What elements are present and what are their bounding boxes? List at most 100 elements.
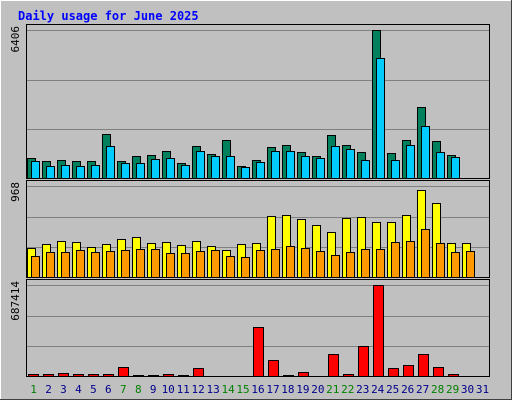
x-tick-label: 7 [120,383,127,396]
bar-day-16 [256,162,265,179]
x-tick-label: 17 [266,383,279,396]
bar-day-14 [226,156,235,179]
bar-day-28 [433,367,444,377]
bar-day-8 [136,163,145,179]
bar-day-5 [91,165,100,179]
bar-day-6 [106,146,115,179]
x-tick-label: 14 [221,383,235,396]
bar-day-16 [256,250,265,278]
bar-day-1 [31,256,40,278]
bar-day-15 [241,257,250,278]
bar-day-14 [226,256,235,278]
bar-day-7 [121,163,130,179]
panel-3: 687414 [9,279,490,377]
bar-day-10 [166,158,175,179]
x-tick-label: 28 [431,383,444,396]
bar-day-27 [418,354,429,377]
bar-day-18 [286,246,295,278]
x-tick-label: 4 [75,383,82,396]
x-tick-label: 21 [326,383,339,396]
x-tick-label: 24 [371,383,385,396]
bar-day-27 [421,229,430,278]
bar-day-10 [166,253,175,278]
x-tick-label: 26 [401,383,414,396]
bar-day-8 [136,249,145,278]
bar-day-5 [88,374,99,377]
x-tick-label: 11 [177,383,190,396]
x-tick-label: 8 [135,383,142,396]
chart-panels: 6406 968 687414 [9,24,490,377]
bar-day-19 [301,156,310,179]
bar-day-10 [163,374,174,377]
bar-day-9 [151,159,160,179]
bar-day-23 [361,160,370,179]
bar-day-6 [103,374,114,377]
bar-day-20 [316,158,325,179]
panel-1: 6406 [9,24,490,179]
x-tick-label: 16 [251,383,264,396]
x-tick-label: 29 [446,383,459,396]
bar-day-3 [58,373,69,377]
bar-day-1 [28,374,39,377]
x-tick-label: 22 [341,383,354,396]
y-max-label: 687414 [9,281,22,321]
x-tick-label: 10 [162,383,175,396]
x-tick-label: 30 [461,383,474,396]
x-tick-label: 19 [296,383,309,396]
bar-day-21 [328,354,339,377]
bar-day-18 [283,375,294,377]
bar-day-22 [343,374,354,377]
x-tick-label: 3 [60,383,67,396]
bar-day-15 [241,167,250,179]
bar-day-9 [148,375,159,377]
bar-day-18 [286,151,295,179]
x-tick-label: 5 [90,383,97,396]
bar-day-4 [73,374,84,377]
bar-day-13 [211,250,220,278]
x-tick-label: 6 [105,383,112,396]
series-1-2 [31,58,460,179]
bar-day-4 [76,166,85,179]
x-tick-label: 23 [356,383,369,396]
series-2-2 [31,229,475,278]
chart-title: Daily usage for June 2025 [18,9,199,23]
bar-day-2 [46,252,55,278]
bar-day-21 [331,255,340,278]
bar-day-17 [271,151,280,179]
y-max-label: 968 [9,182,22,202]
y-max-label: 6406 [9,26,22,53]
bar-day-24 [376,249,385,278]
bar-day-29 [448,374,459,377]
bar-day-12 [196,151,205,179]
x-tick-label: 25 [386,383,399,396]
bar-day-5 [91,252,100,278]
x-tick-label: 31 [476,383,489,396]
bar-day-7 [121,250,130,278]
bar-day-26 [403,365,414,377]
x-tick-label: 12 [191,383,204,396]
bar-day-2 [46,166,55,179]
bar-day-21 [331,146,340,179]
bar-day-13 [211,156,220,179]
bar-day-11 [181,165,190,179]
bar-day-24 [373,285,384,377]
x-tick-label: 27 [416,383,429,396]
panel-2: 968 [9,180,490,278]
bar-day-11 [178,375,189,377]
series-3-1 [28,285,459,377]
bar-day-28 [436,243,445,278]
bar-day-7 [118,367,129,377]
bar-day-4 [76,250,85,278]
bar-day-26 [406,241,415,278]
bar-day-12 [193,368,204,377]
bar-day-6 [106,251,115,278]
bar-day-29 [451,157,460,179]
bar-day-2 [43,374,54,377]
bar-day-28 [436,152,445,179]
bar-day-19 [298,372,309,377]
bar-day-20 [316,251,325,278]
bar-day-22 [346,149,355,179]
x-tick-label: 20 [311,383,324,396]
x-tick-label: 2 [45,383,52,396]
